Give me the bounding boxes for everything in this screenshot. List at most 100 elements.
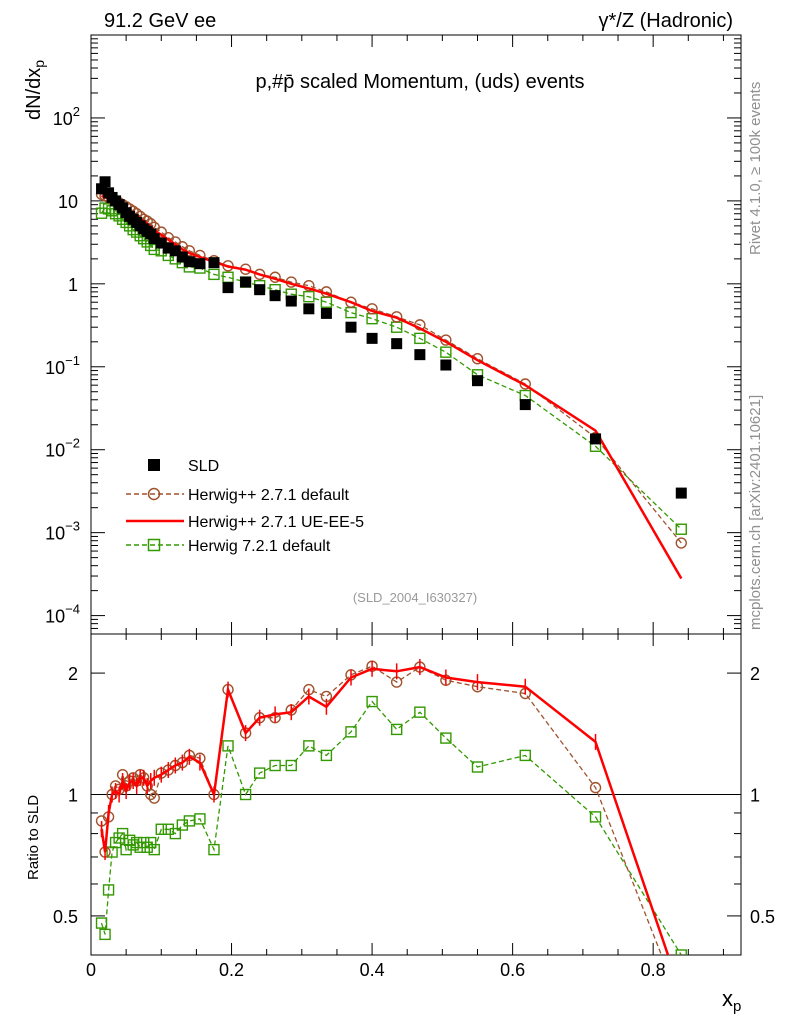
ratio-h721-point xyxy=(366,695,378,708)
ratio-h721-point xyxy=(269,759,281,772)
ratio-h271-point xyxy=(676,1000,686,1010)
ratio-h721-point xyxy=(148,843,160,856)
legend-marker-sld xyxy=(148,459,160,471)
sld-data-point xyxy=(345,321,357,333)
main-ylabel: dN/dxp xyxy=(23,60,47,120)
ratio-series-group xyxy=(95,659,687,1010)
sld-data-point xyxy=(208,257,220,269)
sld-data-point xyxy=(169,245,181,257)
ratio-y-tick-label-right: 2 xyxy=(750,664,760,684)
ratio-h721-point xyxy=(440,732,452,744)
h721-point xyxy=(222,271,234,283)
ratio-y-tick-label: 2 xyxy=(68,664,78,684)
x-tick-label: 0.6 xyxy=(500,960,525,980)
ratio-ylabel: Ratio to SLD xyxy=(25,795,42,880)
ratio-h271-point xyxy=(589,781,602,794)
ratio-h721-point xyxy=(155,823,167,835)
side-text-top: Rivet 4.1.0, ≥ 100k events xyxy=(747,82,764,255)
h271-point xyxy=(471,353,484,365)
ratio-y-tick-label-right: 0.5 xyxy=(750,907,775,927)
h271-point xyxy=(345,296,357,308)
ratio-h721-point xyxy=(471,761,484,773)
sld-data-point xyxy=(303,303,315,315)
sld-data-point xyxy=(254,284,266,296)
ratio-h271-point xyxy=(145,788,157,801)
ratio-h721-point xyxy=(116,827,129,840)
sld-data-point xyxy=(590,433,602,445)
legend-label-sld: SLD xyxy=(188,458,219,475)
ratio-h721-point xyxy=(519,749,531,762)
x-tick-label: 0.4 xyxy=(360,960,385,980)
ratio-h721-point xyxy=(345,726,357,738)
h721-point xyxy=(675,523,687,535)
sld-data-point xyxy=(269,290,281,302)
ratio-h721-point xyxy=(183,815,196,827)
sld-data-point xyxy=(148,233,160,245)
x-tick-label: 0 xyxy=(86,960,96,980)
h271-point xyxy=(253,268,266,281)
sld-data-point xyxy=(194,258,206,270)
h721-point xyxy=(208,268,220,281)
ratio-h721-point xyxy=(675,949,687,955)
ratio-h721-point xyxy=(253,767,266,779)
ratio-h721-point xyxy=(589,811,602,823)
h271-point xyxy=(519,378,531,390)
legend-entry-sld: SLD xyxy=(148,458,219,475)
side-text-bottom: mcplots.cern.ch [arXiv:2401.10621] xyxy=(747,395,764,630)
y-tick-label: 10−1 xyxy=(45,353,80,378)
legend-marker-h271 xyxy=(147,487,161,501)
sld-data-point xyxy=(176,251,188,263)
h721-point xyxy=(148,243,160,256)
sld-data-point xyxy=(222,282,234,294)
sld-data-point xyxy=(99,176,111,188)
ratio-h721-point xyxy=(194,813,206,825)
legend-entry-h721: Herwig 7.2.1 default xyxy=(126,538,331,555)
sld-data-point xyxy=(675,487,687,499)
h271-point xyxy=(303,279,315,292)
sld-data-point xyxy=(96,183,108,195)
sld-data-point xyxy=(519,399,531,411)
ratio-h271-point xyxy=(148,792,160,804)
ratio-y-tick-label: 0.5 xyxy=(53,907,78,927)
ratio-y-tick-label-right: 1 xyxy=(750,786,760,806)
sld-data-point xyxy=(162,242,174,254)
ratio-h721-point xyxy=(285,759,297,772)
sld-data-point xyxy=(440,359,452,371)
ratio-h721-point xyxy=(99,928,111,941)
h271-point xyxy=(675,537,687,549)
ratio-h721-point xyxy=(239,788,252,801)
sld-data-point xyxy=(471,375,483,387)
ratio-h721-point xyxy=(222,740,234,752)
sld-data-point xyxy=(183,256,195,268)
legend-label-h271: Herwig++ 2.7.1 default xyxy=(188,487,350,504)
h721-point xyxy=(440,346,452,358)
y-tick-label: 102 xyxy=(53,104,80,129)
legend-marker-h721 xyxy=(147,538,161,552)
ratio-h721-point xyxy=(169,827,182,840)
sld-data-point xyxy=(366,332,378,344)
main-series-group xyxy=(95,176,687,580)
y-tick-label: 10−2 xyxy=(45,436,80,461)
y-tick-label: 10−4 xyxy=(45,602,80,627)
sld-data-point xyxy=(320,307,332,319)
y-tick-label: 1 xyxy=(68,275,78,295)
sld-data-point xyxy=(391,338,403,350)
sld-data-point xyxy=(285,295,297,307)
y-tick-label: 10 xyxy=(58,192,78,212)
h721-point xyxy=(414,332,426,345)
x-tick-label: 0.2 xyxy=(219,960,244,980)
h721-point xyxy=(390,321,403,333)
ratio-h721-point xyxy=(208,843,220,856)
ratio-h721-point xyxy=(320,749,333,762)
ratio-line-ueee5 xyxy=(100,665,670,955)
sld-data-point xyxy=(414,349,426,361)
y-tick-label: 10−3 xyxy=(45,519,80,544)
legend: SLD Herwig++ 2.7.1 default Herwig++ 2.7.… xyxy=(126,458,364,555)
ratio-line-h271 xyxy=(100,665,663,955)
sld-data-point xyxy=(155,237,167,249)
ratio-h721-point xyxy=(390,723,403,736)
ratio-h721-point xyxy=(414,706,426,718)
legend-entry-h271: Herwig++ 2.7.1 default xyxy=(126,487,350,504)
legend-label-h721: Herwig 7.2.1 default xyxy=(188,538,331,555)
